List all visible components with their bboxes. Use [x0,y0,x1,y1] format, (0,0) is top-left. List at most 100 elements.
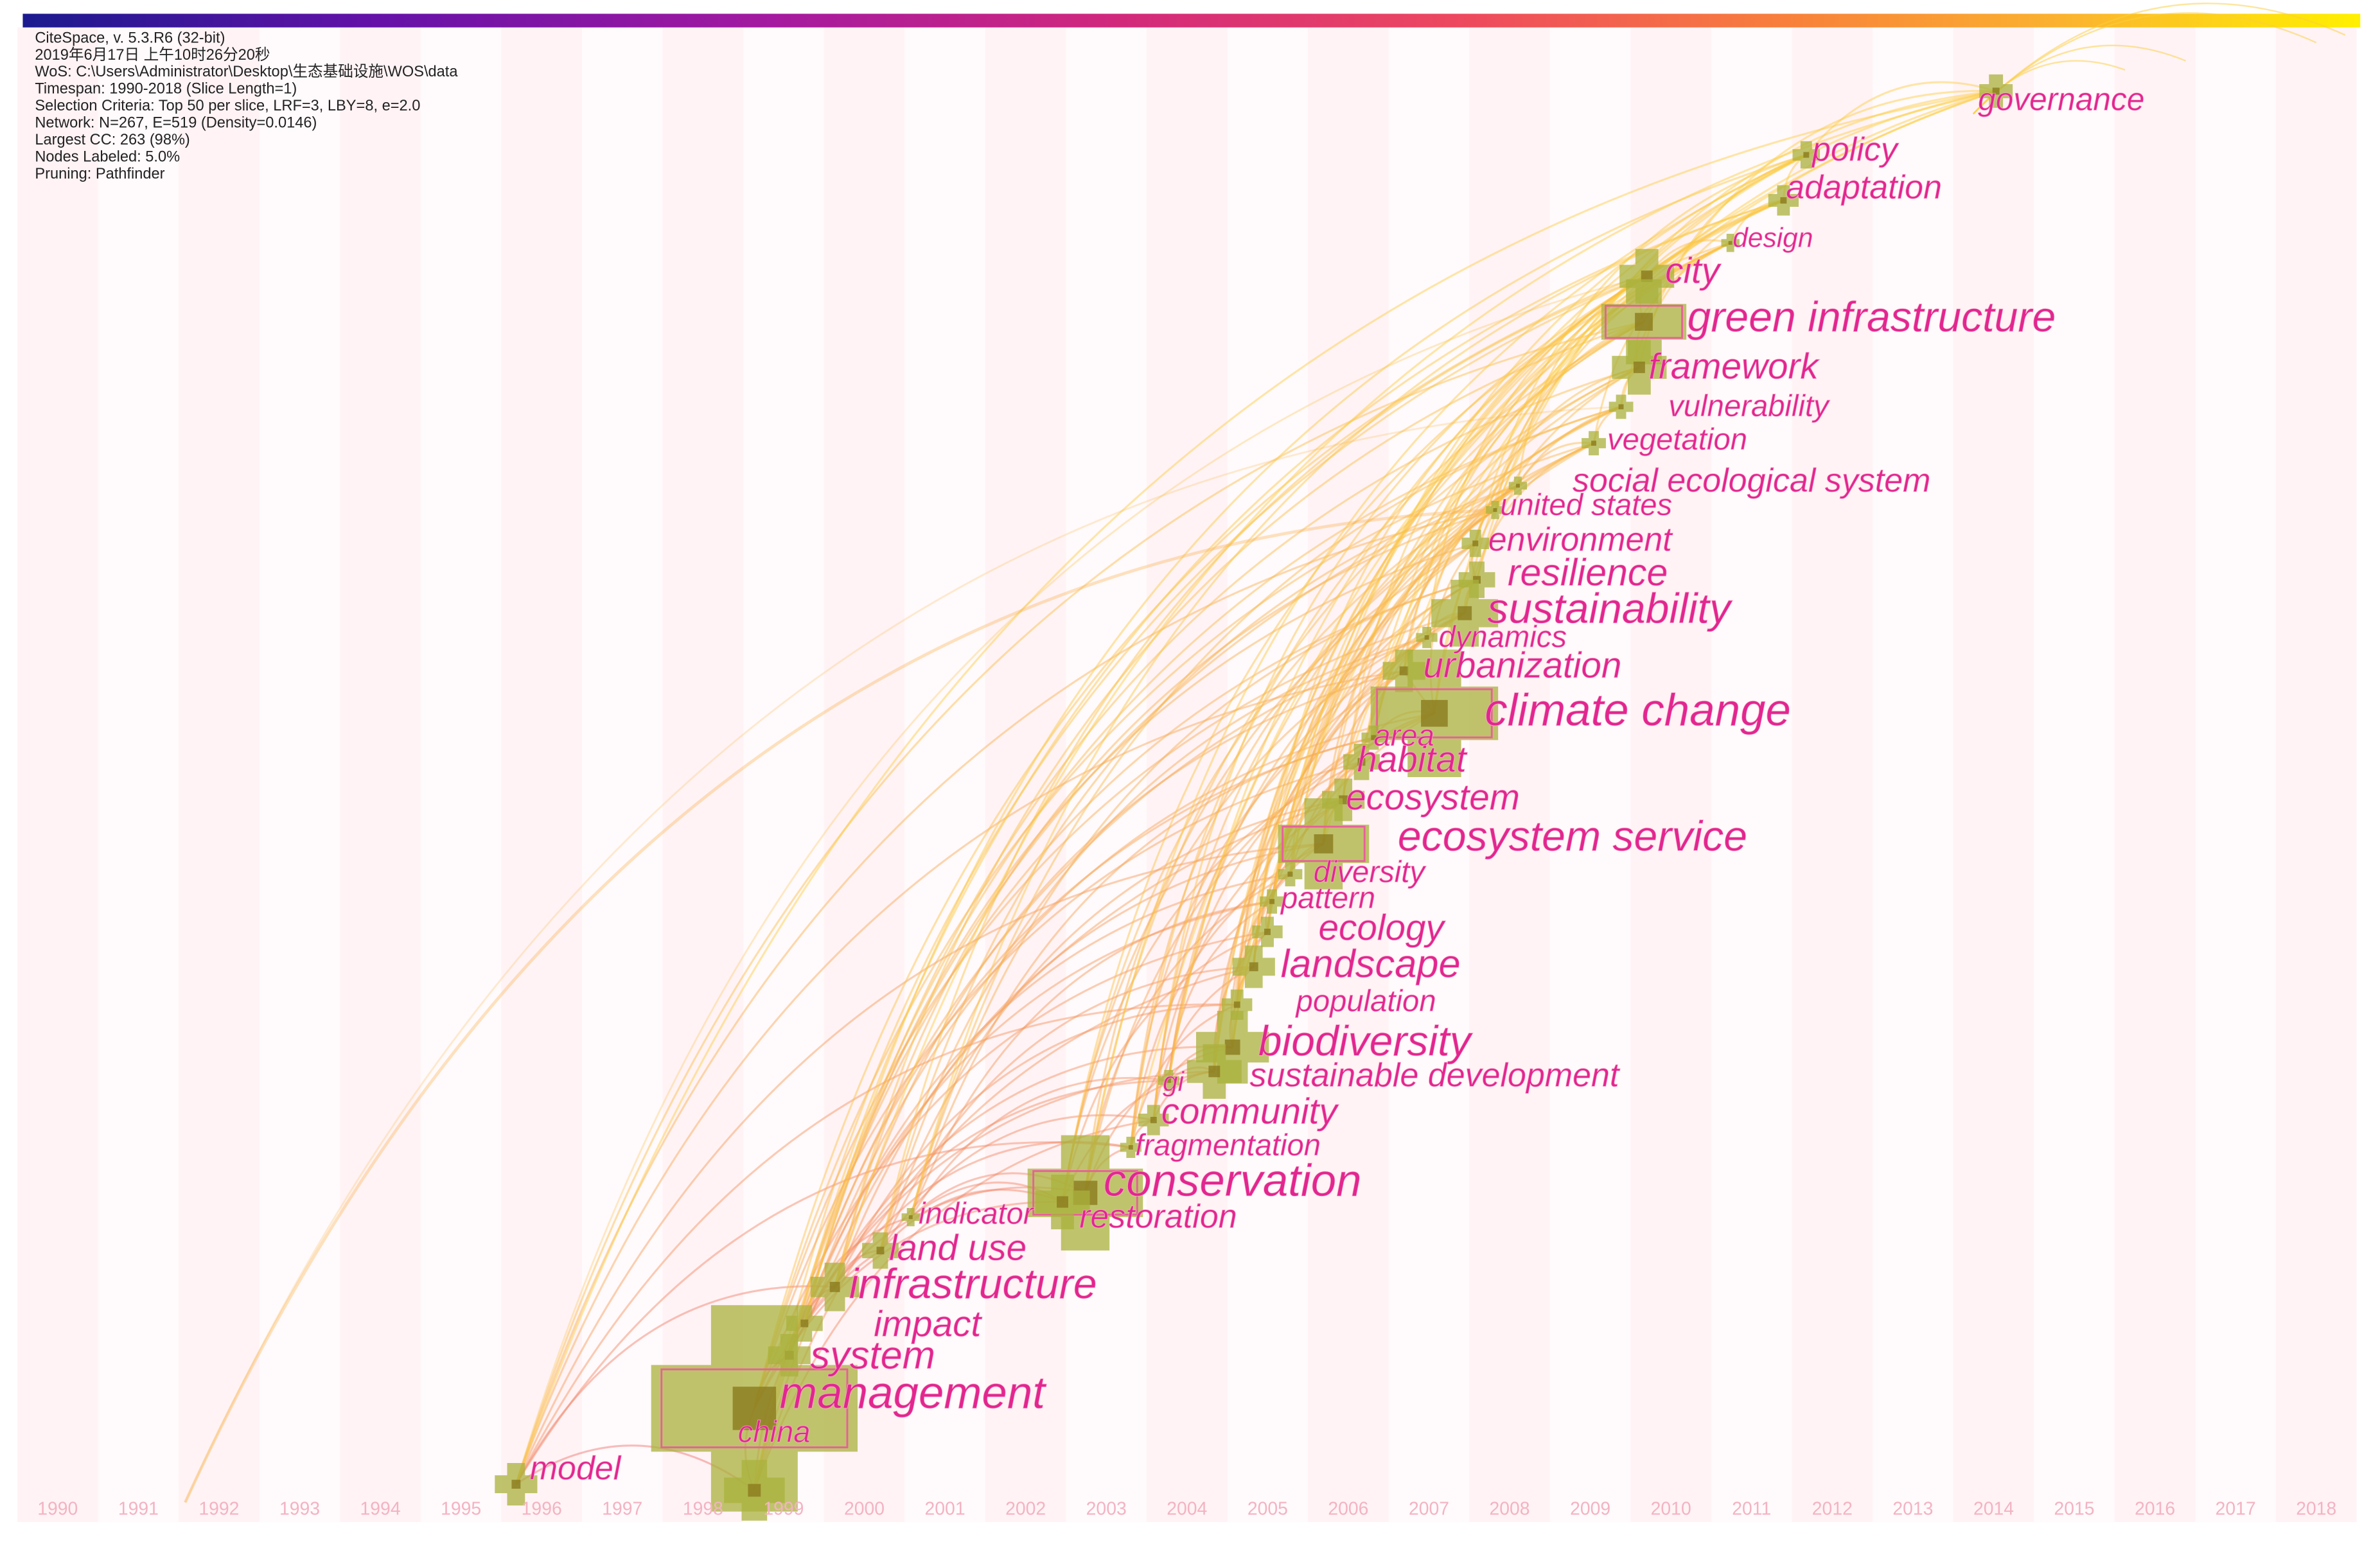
node-label: climate change [1485,685,1791,735]
node-core [876,1247,885,1255]
link [803,712,1435,1324]
year-label: 2016 [2135,1498,2175,1519]
stripe [1953,27,2034,1523]
link [1129,670,1405,1148]
stripe [420,27,502,1523]
node-label: framework [1648,346,1820,387]
link [1213,442,1594,1072]
stripe [581,27,663,1523]
node-label: infrastructure [849,1260,1097,1308]
link [1236,320,1644,1005]
link [1425,275,1648,638]
year-label: 1995 [441,1498,481,1519]
link [515,1003,1237,1485]
node-label: impact [874,1304,982,1344]
year-axis: 1990 1991 1992 1993 1994 1995 1996 1997 1998 1999… [37,1498,2336,1519]
node-label: diversity [1314,855,1427,889]
link [834,509,1495,1288]
link [1494,90,1997,511]
link [803,873,1291,1324]
link [1167,579,1477,1081]
link [910,199,1784,1218]
link [753,760,1362,1409]
header-line: CiteSpace, v. 5.3.R6 (32-bit) [35,30,225,46]
node-core [1641,270,1653,283]
link [879,636,1427,1251]
node-label: ecosystem service [1398,812,1747,860]
link [753,442,1594,1409]
link [1152,965,1255,1121]
link [1253,484,1519,967]
node-core [1728,241,1732,245]
link [788,199,1784,1356]
year-label: 1993 [279,1498,320,1519]
node-core [829,1281,840,1292]
link [879,275,1648,1251]
link [1231,542,1476,1047]
year-label: 2000 [844,1498,885,1519]
node-label: adaptation [1786,169,1942,206]
node-label: vegetation [1607,423,1747,457]
link [1084,153,1807,1193]
stripe [1711,27,1792,1523]
link [515,1285,835,1485]
link [515,320,1644,1485]
link [753,931,1268,1409]
node-ring [660,1368,849,1449]
node-label: resilience [1508,551,1668,593]
node-label: environment [1488,521,1674,558]
node-core [1472,540,1479,547]
node-label: governance [1978,82,2144,118]
link [1061,760,1362,1202]
link [753,484,1519,1491]
link [515,275,1648,1485]
node-core [1421,699,1448,727]
year-label: 2001 [925,1498,965,1519]
link [788,737,1374,1356]
link [879,965,1254,1251]
year-label: 2003 [1086,1498,1127,1519]
link [803,542,1476,1324]
link [1236,90,1997,1005]
year-label: 1996 [522,1498,562,1519]
node-label: gi [1163,1066,1185,1097]
node-label: community [1161,1091,1340,1132]
node-core [511,1480,521,1489]
node-core [1166,1078,1171,1083]
node-core [748,1484,761,1497]
node-core [1128,1145,1133,1150]
node-label: city [1665,250,1722,291]
link [1342,484,1519,800]
year-label: 2002 [1005,1498,1046,1519]
link [834,843,1324,1288]
link [515,843,1324,1485]
year-label: 2018 [2296,1498,2336,1519]
year-label: 2012 [1812,1498,1853,1519]
stripe [1146,27,1228,1523]
node-label: policy [1811,131,1900,168]
node-core [800,1319,809,1327]
node-core [1371,735,1377,740]
header-line: Nodes Labeled: 5.0% [35,149,180,166]
node-label: pattern [1280,881,1375,915]
node-label: biodiversity [1258,1017,1474,1065]
stripe [662,27,744,1523]
year-label: 1991 [118,1498,159,1519]
stripe [1549,27,1631,1523]
link [1805,81,1997,156]
node-core [1635,313,1653,331]
stripe [1792,27,1873,1523]
year-stripes [17,27,2357,1523]
link [1129,320,1644,1148]
link [834,1003,1237,1288]
link [1322,320,1644,845]
year-label: 1994 [360,1498,401,1519]
link [1231,366,1640,1047]
year-label: 2010 [1651,1498,1691,1519]
node-core [1493,508,1497,513]
node-label: ecosystem [1346,777,1520,818]
year-label: 2009 [1570,1498,1610,1519]
node-label: sustainable development [1249,1057,1620,1094]
stripe [17,27,98,1523]
